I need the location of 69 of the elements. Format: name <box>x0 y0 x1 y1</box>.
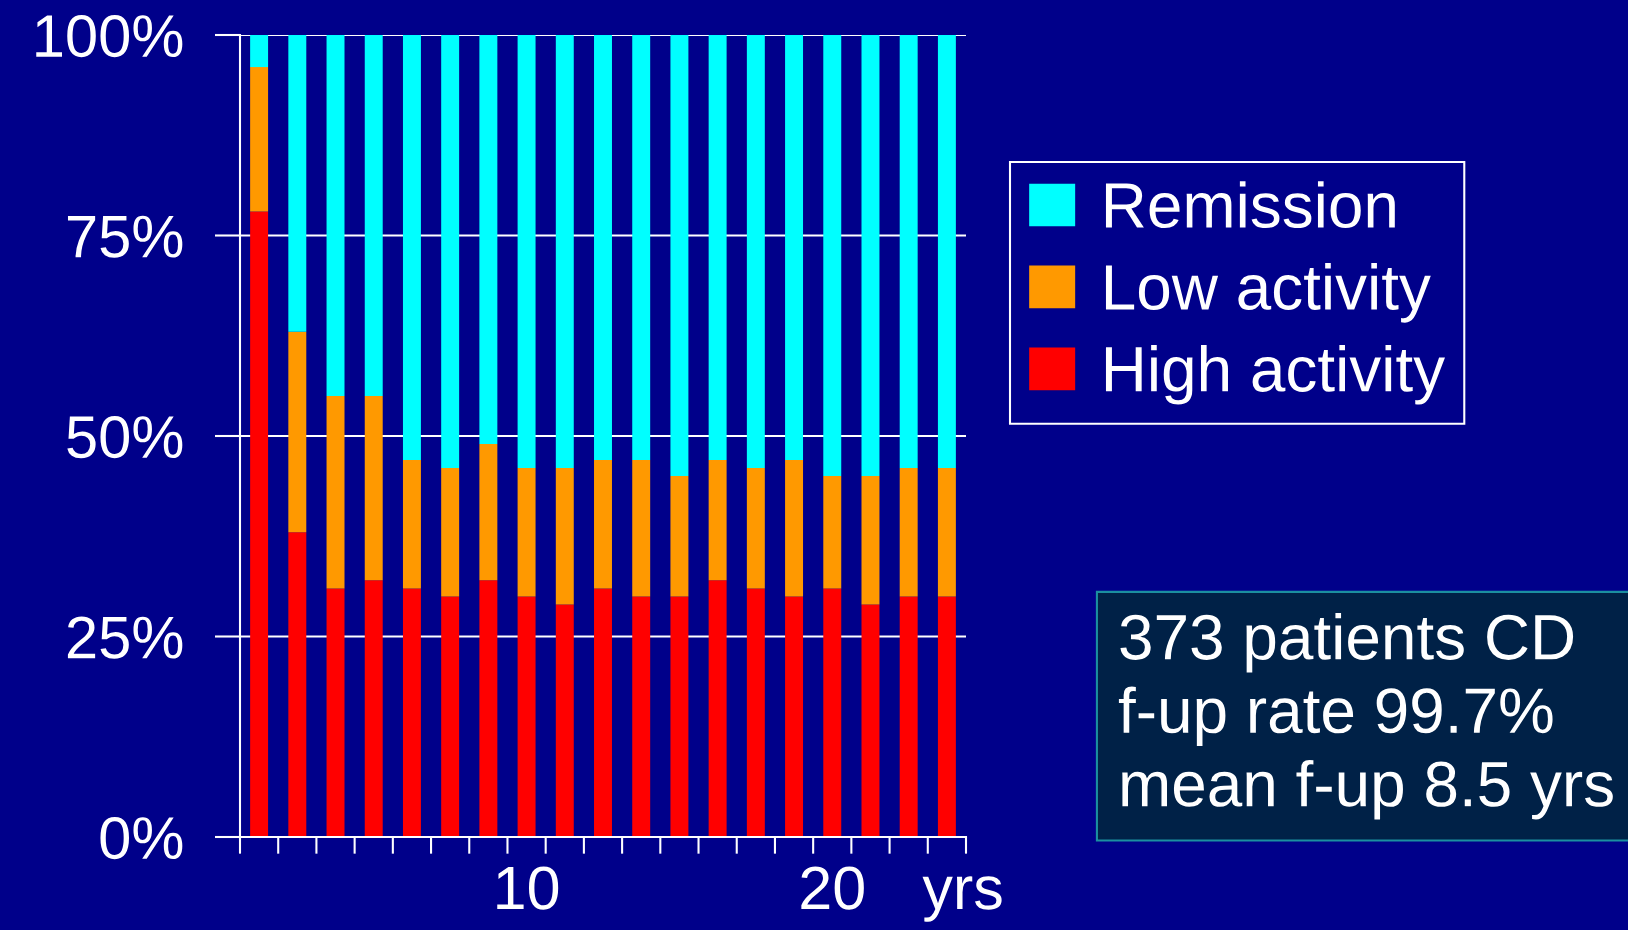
bar <box>823 476 842 589</box>
x-tick-label: 20 <box>801 866 864 910</box>
bar <box>632 596 651 837</box>
bar <box>594 588 612 837</box>
legend-label: Low activity <box>1105 263 1431 323</box>
bar <box>441 468 460 597</box>
bar <box>479 35 498 445</box>
bar <box>708 35 727 461</box>
bar <box>364 35 383 396</box>
bar <box>441 35 460 469</box>
y-tick-label: 75% <box>67 215 183 258</box>
bar <box>250 35 269 68</box>
bar <box>288 532 307 837</box>
bar <box>479 444 498 581</box>
bar <box>594 35 612 461</box>
legend-label: High activity <box>1105 345 1445 405</box>
bar <box>555 35 574 469</box>
bar <box>899 468 918 597</box>
bar <box>594 460 612 589</box>
bar <box>861 35 880 477</box>
bar <box>899 35 918 469</box>
bar <box>288 331 307 533</box>
bar <box>823 588 842 837</box>
bar <box>937 35 956 469</box>
bar <box>364 395 383 581</box>
y-tick-label: 25% <box>67 616 183 659</box>
bar <box>441 596 460 837</box>
bar <box>402 460 421 589</box>
bar <box>670 35 689 477</box>
bar <box>250 211 269 837</box>
bar <box>708 580 727 837</box>
legend-label: Remission <box>1105 181 1395 229</box>
bar <box>861 604 880 837</box>
bar <box>288 35 307 332</box>
bar <box>632 460 651 597</box>
bar <box>823 35 842 477</box>
bar <box>517 35 536 469</box>
bar <box>670 596 689 837</box>
bar <box>632 35 651 461</box>
bar <box>937 596 956 837</box>
bar <box>937 468 956 597</box>
bar <box>899 596 918 837</box>
bar <box>785 35 804 461</box>
bar <box>479 580 498 837</box>
bar <box>785 460 804 597</box>
bar <box>555 604 574 837</box>
bar <box>326 395 345 589</box>
bar <box>517 596 536 837</box>
text: 373 patients CD f-up rate 99.7% mean f-up 8.5 yrs <box>1118 613 1613 820</box>
y-tick-label: 100% <box>36 14 183 58</box>
bar <box>746 35 765 469</box>
y-tick-label: 50% <box>67 415 183 459</box>
bar <box>555 468 574 605</box>
bar <box>517 468 536 597</box>
bar <box>326 35 345 396</box>
bar <box>364 580 383 837</box>
bar <box>250 67 269 212</box>
bar <box>785 596 804 837</box>
bar <box>670 476 689 597</box>
bar <box>861 476 880 605</box>
bar <box>746 588 765 837</box>
bar <box>326 588 345 837</box>
bar <box>402 588 421 837</box>
bar <box>746 468 765 589</box>
bar <box>708 460 727 581</box>
y-tick-label: 0% <box>100 816 183 860</box>
bar <box>402 35 421 461</box>
x-axis-title: yrs <box>922 876 1002 922</box>
x-tick-label: 10 <box>497 866 559 910</box>
